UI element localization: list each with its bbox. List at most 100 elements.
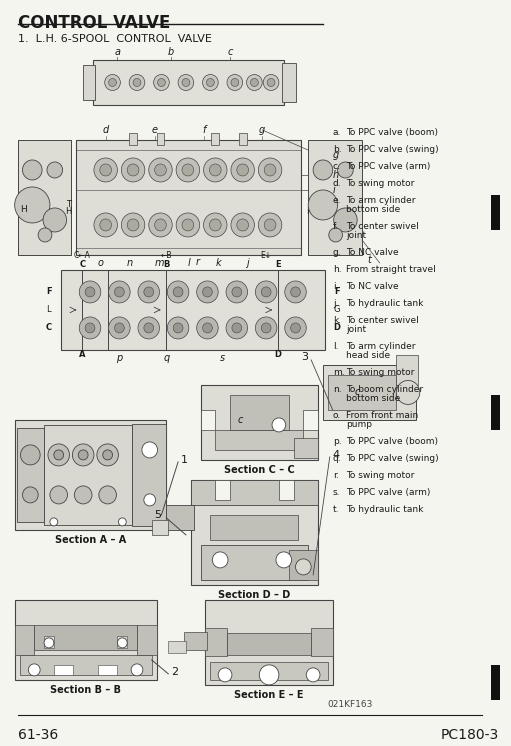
Circle shape bbox=[109, 78, 117, 87]
Circle shape bbox=[142, 442, 157, 458]
Bar bbox=[239, 133, 247, 145]
Circle shape bbox=[78, 450, 88, 460]
Text: 5: 5 bbox=[154, 510, 161, 520]
Circle shape bbox=[231, 213, 254, 237]
Text: Section A – A: Section A – A bbox=[55, 535, 126, 545]
Text: B: B bbox=[163, 260, 170, 269]
Text: l.: l. bbox=[333, 342, 338, 351]
Text: C: C bbox=[46, 324, 52, 333]
Circle shape bbox=[114, 287, 124, 297]
Text: CONTROL VALVE: CONTROL VALVE bbox=[17, 14, 170, 32]
Bar bbox=[191, 480, 318, 585]
Bar bbox=[201, 385, 318, 460]
Circle shape bbox=[256, 281, 277, 303]
Circle shape bbox=[264, 219, 276, 231]
Text: k.: k. bbox=[333, 316, 341, 325]
Text: To swing motor: To swing motor bbox=[346, 471, 415, 480]
Text: q.: q. bbox=[333, 454, 341, 463]
Text: 2: 2 bbox=[171, 667, 178, 677]
Circle shape bbox=[144, 494, 155, 506]
Circle shape bbox=[397, 380, 420, 404]
Circle shape bbox=[154, 75, 169, 90]
Circle shape bbox=[138, 281, 159, 303]
Bar bbox=[304, 410, 318, 430]
Circle shape bbox=[47, 162, 63, 178]
Text: pump: pump bbox=[346, 420, 373, 429]
Bar bbox=[211, 515, 298, 540]
Text: D: D bbox=[274, 351, 282, 360]
Circle shape bbox=[75, 486, 92, 504]
Circle shape bbox=[264, 164, 276, 176]
Text: i: i bbox=[333, 185, 335, 195]
Circle shape bbox=[85, 287, 95, 297]
Text: joint: joint bbox=[346, 231, 366, 240]
Circle shape bbox=[22, 160, 42, 180]
Circle shape bbox=[202, 323, 213, 333]
Text: a.: a. bbox=[333, 128, 341, 137]
Circle shape bbox=[210, 164, 221, 176]
Circle shape bbox=[178, 75, 194, 90]
Text: t: t bbox=[367, 255, 371, 265]
Text: To NC valve: To NC valve bbox=[346, 248, 399, 257]
Circle shape bbox=[213, 552, 228, 568]
Circle shape bbox=[210, 219, 221, 231]
Circle shape bbox=[259, 665, 279, 685]
Circle shape bbox=[144, 287, 154, 297]
Circle shape bbox=[94, 158, 118, 182]
Bar bbox=[328, 375, 397, 410]
Text: To swing motor: To swing motor bbox=[346, 179, 415, 188]
Text: To boom cylinder: To boom cylinder bbox=[346, 385, 424, 394]
Circle shape bbox=[182, 78, 190, 87]
Circle shape bbox=[276, 552, 292, 568]
Circle shape bbox=[259, 213, 282, 237]
Bar bbox=[191, 480, 318, 505]
Circle shape bbox=[155, 164, 167, 176]
Circle shape bbox=[237, 219, 248, 231]
Circle shape bbox=[202, 75, 218, 90]
Circle shape bbox=[231, 78, 239, 87]
Bar bbox=[491, 195, 500, 230]
Circle shape bbox=[182, 219, 194, 231]
Circle shape bbox=[105, 75, 121, 90]
Circle shape bbox=[197, 317, 218, 339]
Circle shape bbox=[203, 213, 227, 237]
Text: ←B: ←B bbox=[160, 251, 172, 260]
Circle shape bbox=[85, 323, 95, 333]
Text: n.: n. bbox=[333, 385, 341, 394]
Bar bbox=[44, 636, 54, 648]
Text: F: F bbox=[334, 287, 339, 296]
Bar bbox=[98, 665, 118, 675]
Text: l: l bbox=[188, 258, 190, 268]
Bar bbox=[293, 438, 318, 458]
Circle shape bbox=[94, 213, 118, 237]
Text: To NC valve: To NC valve bbox=[346, 282, 399, 291]
Text: D: D bbox=[333, 324, 340, 333]
Text: H: H bbox=[306, 207, 312, 216]
Circle shape bbox=[50, 518, 58, 526]
Circle shape bbox=[247, 75, 262, 90]
Text: Section E – E: Section E – E bbox=[235, 690, 304, 700]
Text: e.: e. bbox=[333, 196, 341, 205]
Circle shape bbox=[43, 208, 66, 232]
Bar bbox=[44, 425, 132, 525]
Text: F: F bbox=[46, 287, 52, 296]
Bar bbox=[118, 636, 127, 648]
Circle shape bbox=[79, 317, 101, 339]
Bar bbox=[17, 140, 72, 255]
Circle shape bbox=[131, 664, 143, 676]
Circle shape bbox=[306, 668, 320, 682]
Text: joint: joint bbox=[346, 325, 366, 334]
Circle shape bbox=[272, 418, 286, 432]
Text: c: c bbox=[227, 47, 233, 57]
Text: bottom side: bottom side bbox=[346, 394, 401, 403]
Bar bbox=[129, 133, 137, 145]
Circle shape bbox=[176, 213, 200, 237]
Circle shape bbox=[218, 668, 232, 682]
Circle shape bbox=[22, 487, 38, 503]
Text: 1.  L.H. 6-SPOOL  CONTROL  VALVE: 1. L.H. 6-SPOOL CONTROL VALVE bbox=[17, 34, 212, 44]
Circle shape bbox=[50, 486, 67, 504]
Circle shape bbox=[127, 164, 139, 176]
Bar bbox=[491, 395, 500, 430]
Text: H: H bbox=[20, 205, 27, 214]
Bar bbox=[205, 600, 333, 685]
